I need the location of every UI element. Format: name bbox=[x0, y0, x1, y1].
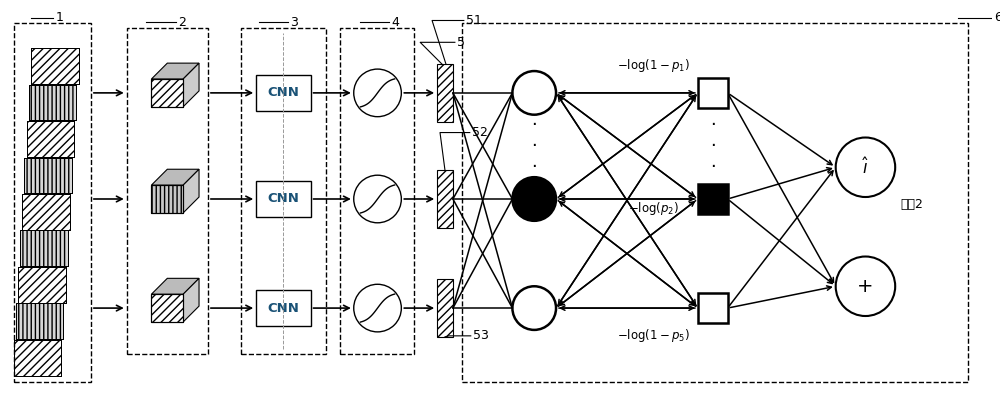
Circle shape bbox=[512, 286, 556, 330]
Circle shape bbox=[512, 177, 556, 221]
Text: +: + bbox=[857, 277, 874, 296]
Bar bbox=[27, 121, 74, 157]
Text: 3: 3 bbox=[290, 16, 298, 29]
Bar bbox=[18, 267, 66, 303]
Text: $-\log(1-p_5)$: $-\log(1-p_5)$ bbox=[617, 328, 690, 344]
Bar bbox=[29, 85, 76, 120]
Polygon shape bbox=[183, 278, 199, 322]
Bar bbox=[16, 303, 63, 339]
Circle shape bbox=[354, 284, 401, 332]
Bar bbox=[31, 48, 79, 84]
Bar bbox=[437, 279, 453, 337]
Bar bbox=[20, 231, 68, 266]
Bar bbox=[14, 340, 61, 376]
Text: CNN: CNN bbox=[267, 193, 299, 206]
Text: CNN: CNN bbox=[267, 87, 299, 99]
Bar bbox=[256, 181, 311, 217]
Polygon shape bbox=[183, 63, 199, 107]
Bar bbox=[27, 121, 74, 157]
Circle shape bbox=[354, 175, 401, 223]
Polygon shape bbox=[183, 169, 199, 213]
Polygon shape bbox=[151, 63, 199, 79]
Text: ·
·
·: · · · bbox=[531, 116, 537, 176]
Circle shape bbox=[354, 69, 401, 117]
Text: 2: 2 bbox=[178, 16, 186, 29]
Bar bbox=[256, 290, 311, 326]
Text: 53: 53 bbox=[473, 330, 489, 342]
Bar bbox=[31, 48, 79, 84]
Bar bbox=[14, 340, 61, 376]
Bar bbox=[241, 29, 326, 354]
Bar bbox=[340, 29, 414, 354]
Bar bbox=[151, 185, 183, 213]
Bar bbox=[18, 267, 66, 303]
Bar bbox=[698, 293, 728, 323]
Bar bbox=[22, 194, 70, 230]
Bar bbox=[151, 79, 183, 107]
Bar bbox=[14, 23, 91, 382]
Bar bbox=[462, 23, 968, 382]
Text: 4: 4 bbox=[391, 16, 399, 29]
Text: 6: 6 bbox=[994, 11, 1000, 24]
Bar bbox=[151, 294, 183, 322]
Bar bbox=[16, 303, 63, 339]
Text: $\hat{\imath}$: $\hat{\imath}$ bbox=[862, 157, 869, 177]
Text: 51: 51 bbox=[466, 14, 482, 27]
Text: 5: 5 bbox=[457, 36, 465, 49]
Bar bbox=[698, 184, 728, 214]
Text: ·
·
·: · · · bbox=[710, 116, 716, 176]
Bar bbox=[437, 170, 453, 228]
Bar bbox=[22, 194, 70, 230]
Text: 标焧2: 标焧2 bbox=[900, 198, 923, 212]
Circle shape bbox=[836, 137, 895, 197]
Bar bbox=[127, 29, 208, 354]
Bar bbox=[151, 79, 183, 107]
Text: 52: 52 bbox=[472, 126, 488, 139]
Bar bbox=[24, 158, 72, 193]
Bar bbox=[20, 231, 68, 266]
Bar bbox=[29, 85, 76, 120]
Bar bbox=[437, 64, 453, 121]
Polygon shape bbox=[151, 169, 199, 185]
Circle shape bbox=[836, 256, 895, 316]
Text: $-\log(p_2)$: $-\log(p_2)$ bbox=[628, 200, 679, 218]
Text: $-\log(1-p_1)$: $-\log(1-p_1)$ bbox=[617, 57, 690, 73]
Text: 1: 1 bbox=[55, 11, 63, 24]
Bar bbox=[698, 78, 728, 108]
Bar bbox=[24, 158, 72, 193]
Bar bbox=[256, 75, 311, 111]
Bar bbox=[151, 294, 183, 322]
Polygon shape bbox=[151, 278, 199, 294]
Text: CNN: CNN bbox=[267, 302, 299, 314]
Bar bbox=[151, 185, 183, 213]
Circle shape bbox=[512, 71, 556, 115]
